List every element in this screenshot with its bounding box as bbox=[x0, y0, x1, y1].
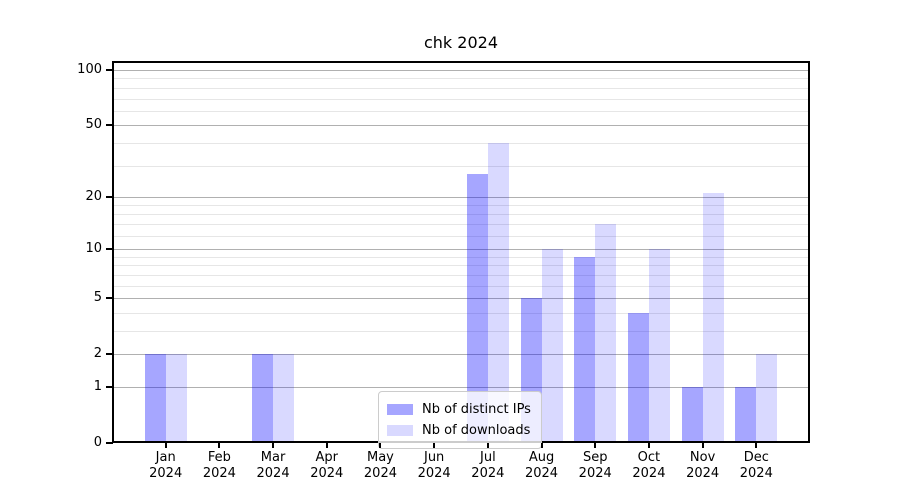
x-tick-label-jul: Jul 2024 bbox=[471, 450, 505, 481]
bar-jan-downloads bbox=[165, 354, 187, 443]
y-tick-label-50: 50 bbox=[85, 117, 102, 133]
gridline-minor bbox=[112, 214, 810, 216]
gridline-minor bbox=[112, 205, 810, 207]
bar-mar-downloads bbox=[273, 354, 295, 443]
y-tick-label-100: 100 bbox=[77, 62, 102, 78]
bar-oct-distinct-ips bbox=[627, 312, 649, 443]
gridline-major bbox=[112, 125, 810, 127]
x-tick-label-jun: Jun 2024 bbox=[417, 450, 451, 481]
gridline-minor bbox=[112, 224, 810, 226]
x-tick-label-sep: Sep 2024 bbox=[578, 450, 612, 481]
bar-aug-downloads bbox=[541, 249, 563, 443]
bar-dec-downloads bbox=[756, 354, 778, 443]
x-tick-label-oct: Oct 2024 bbox=[632, 450, 666, 481]
gridline-minor bbox=[112, 285, 810, 287]
y-tick-mark bbox=[106, 248, 113, 251]
gridline-minor bbox=[112, 274, 810, 276]
legend-label-downloads: Nb of downloads bbox=[422, 423, 531, 438]
gridline-major bbox=[112, 70, 810, 72]
legend-item: Nb of distinct IPs bbox=[387, 399, 531, 420]
gridline-minor bbox=[112, 165, 810, 167]
gridline-minor bbox=[112, 78, 810, 80]
gridline-minor bbox=[112, 110, 810, 112]
bar-jul-downloads bbox=[487, 142, 509, 443]
bar-nov-distinct-ips bbox=[681, 386, 703, 443]
y-tick-mark bbox=[106, 124, 113, 127]
y-tick-label-2: 2 bbox=[93, 346, 102, 362]
x-tick-label-may: May 2024 bbox=[363, 450, 397, 481]
chart-title: chk 2024 bbox=[423, 33, 498, 52]
y-tick-mark bbox=[106, 69, 113, 72]
gridline-major bbox=[112, 249, 810, 251]
bar-mar-distinct-ips bbox=[252, 354, 274, 443]
plot-area bbox=[112, 61, 810, 443]
gridline-major bbox=[112, 386, 810, 388]
x-tick-mark bbox=[164, 443, 167, 448]
x-tick-label-mar: Mar 2024 bbox=[256, 450, 290, 481]
x-tick-mark bbox=[755, 443, 758, 448]
gridline-major bbox=[112, 196, 810, 198]
legend-swatch-downloads bbox=[387, 425, 413, 436]
legend-item: Nb of downloads bbox=[387, 420, 531, 441]
y-tick-label-0: 0 bbox=[93, 435, 102, 450]
x-tick-mark bbox=[218, 443, 221, 448]
y-tick-mark bbox=[106, 195, 113, 198]
x-tick-mark bbox=[540, 443, 543, 448]
bar-nov-downloads bbox=[702, 193, 724, 443]
gridline-minor bbox=[112, 87, 810, 89]
y-tick-label-5: 5 bbox=[93, 290, 102, 306]
bar-sep-downloads bbox=[595, 224, 617, 443]
x-tick-label-dec: Dec 2024 bbox=[739, 450, 773, 481]
y-tick-mark bbox=[106, 297, 113, 300]
y-tick-label-20: 20 bbox=[85, 188, 102, 204]
x-tick-mark bbox=[272, 443, 275, 448]
y-tick-label-10: 10 bbox=[85, 241, 102, 257]
gridline-minor bbox=[112, 142, 810, 144]
x-tick-label-aug: Aug 2024 bbox=[524, 450, 559, 481]
bar-jul-distinct-ips bbox=[466, 173, 488, 443]
bar-sep-distinct-ips bbox=[574, 256, 596, 443]
x-tick-label-apr: Apr 2024 bbox=[310, 450, 344, 481]
legend: Nb of distinct IPs Nb of downloads bbox=[378, 391, 542, 449]
gridline-minor bbox=[112, 98, 810, 100]
gridline-minor bbox=[112, 235, 810, 237]
gridline-major bbox=[112, 354, 810, 356]
y-tick-label-1: 1 bbox=[93, 378, 102, 394]
x-tick-mark bbox=[594, 443, 597, 448]
bar-oct-downloads bbox=[648, 249, 670, 443]
x-tick-mark bbox=[433, 443, 436, 448]
legend-swatch-distinct-ips bbox=[387, 404, 413, 415]
x-tick-label-nov: Nov 2024 bbox=[686, 450, 720, 481]
x-tick-mark bbox=[701, 443, 704, 448]
y-tick-mark bbox=[106, 442, 113, 444]
legend-label-distinct-ips: Nb of distinct IPs bbox=[422, 402, 531, 417]
gridline-minor bbox=[112, 265, 810, 267]
bar-jan-distinct-ips bbox=[144, 354, 166, 443]
gridline-minor bbox=[112, 256, 810, 258]
gridline-major bbox=[112, 298, 810, 300]
x-tick-mark bbox=[325, 443, 328, 448]
x-tick-mark bbox=[486, 443, 489, 448]
gridline-minor bbox=[112, 330, 810, 332]
x-tick-mark bbox=[379, 443, 382, 448]
x-tick-mark bbox=[647, 443, 650, 448]
y-tick-mark bbox=[106, 385, 113, 388]
bar-dec-distinct-ips bbox=[735, 386, 757, 443]
x-tick-label-jan: Jan 2024 bbox=[149, 450, 183, 481]
y-tick-mark bbox=[106, 353, 113, 356]
gridline-minor bbox=[112, 312, 810, 314]
x-tick-label-feb: Feb 2024 bbox=[202, 450, 236, 481]
